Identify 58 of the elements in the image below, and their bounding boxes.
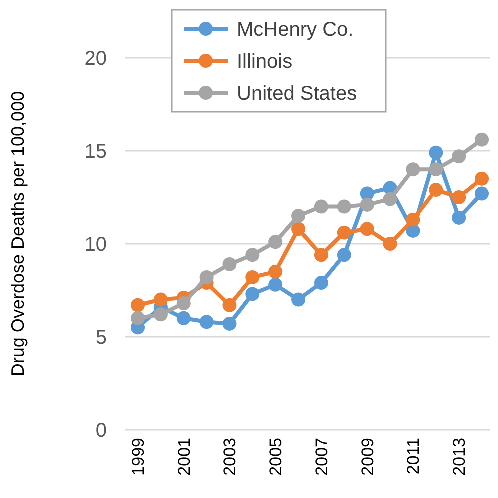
x-tick-label: 2013	[450, 438, 470, 476]
point	[292, 292, 306, 307]
point	[292, 209, 306, 224]
point	[314, 248, 328, 262]
point	[131, 298, 145, 312]
point	[246, 248, 260, 262]
point	[383, 237, 398, 251]
point	[475, 132, 489, 147]
point	[314, 276, 328, 290]
x-tick-label: 2001	[174, 438, 194, 476]
legend-label: United States	[237, 83, 358, 105]
point	[429, 146, 444, 160]
x-tick-label: 2005	[266, 438, 286, 476]
point	[314, 200, 328, 214]
point	[383, 192, 398, 206]
point	[154, 308, 168, 322]
point	[337, 200, 352, 214]
point	[337, 226, 352, 240]
point	[452, 190, 466, 204]
x-tick-label: 2003	[220, 438, 240, 476]
point	[268, 264, 283, 279]
x-tick-label: 2007	[312, 438, 332, 476]
point	[200, 315, 214, 330]
point	[360, 222, 374, 236]
y-axis-title: Drug Overdose Deaths per 100,000	[8, 91, 28, 377]
point	[246, 287, 260, 302]
y-tick-label: 10	[84, 234, 107, 256]
point	[475, 186, 489, 201]
point	[200, 270, 214, 284]
point	[429, 162, 444, 177]
legend-label: McHenry Co.	[237, 19, 354, 41]
point	[360, 198, 374, 212]
point	[222, 298, 237, 312]
y-tick-label: 15	[84, 141, 107, 163]
point	[176, 311, 191, 326]
legend-label: Illinois	[237, 51, 293, 73]
point	[154, 292, 168, 307]
point	[292, 222, 306, 236]
point	[406, 212, 420, 227]
point	[452, 210, 466, 225]
point	[246, 270, 260, 284]
point	[452, 150, 466, 164]
y-tick-label: 5	[96, 327, 107, 349]
point	[131, 311, 145, 326]
point	[406, 162, 420, 177]
x-tick-label: 2009	[358, 438, 378, 476]
point	[268, 235, 283, 250]
point	[429, 183, 444, 198]
point	[268, 278, 283, 292]
x-tick-label: 1999	[128, 438, 148, 476]
point	[475, 172, 489, 186]
point	[337, 248, 352, 262]
point	[222, 316, 237, 331]
point	[176, 296, 191, 311]
x-tick-label: 2011	[404, 438, 424, 475]
point	[222, 257, 237, 272]
y-tick-label: 20	[84, 48, 107, 70]
y-tick-label: 0	[96, 420, 107, 442]
